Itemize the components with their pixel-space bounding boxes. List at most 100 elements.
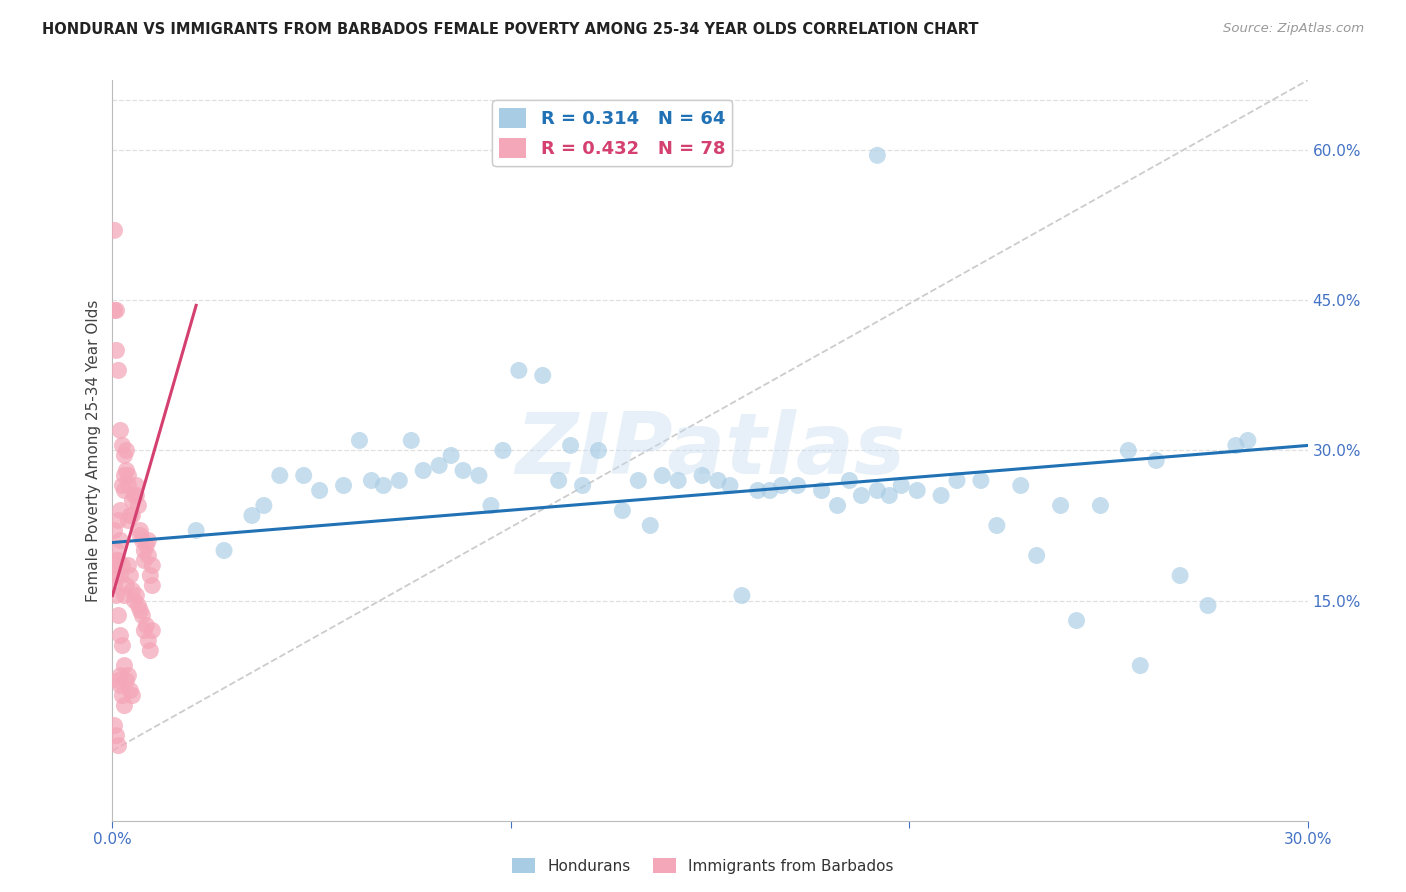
Point bbox=[810, 483, 832, 498]
Point bbox=[120, 508, 142, 523]
Point bbox=[121, 508, 143, 523]
Point bbox=[269, 468, 291, 483]
Point bbox=[707, 474, 730, 488]
Point bbox=[114, 483, 135, 498]
Point bbox=[388, 474, 411, 488]
Legend: Hondurans, Immigrants from Barbados: Hondurans, Immigrants from Barbados bbox=[506, 852, 900, 880]
Point bbox=[332, 478, 354, 492]
Point bbox=[105, 729, 128, 743]
Point bbox=[986, 518, 1008, 533]
Point bbox=[125, 478, 148, 492]
Point bbox=[115, 578, 138, 592]
Point bbox=[718, 478, 741, 492]
Point bbox=[1225, 438, 1247, 452]
Point bbox=[905, 483, 928, 498]
Point bbox=[107, 553, 129, 567]
Point bbox=[124, 488, 146, 502]
Point bbox=[103, 558, 125, 573]
Point bbox=[451, 463, 474, 477]
Point bbox=[851, 488, 873, 502]
Point bbox=[107, 363, 129, 377]
Point bbox=[866, 148, 889, 162]
Point bbox=[110, 568, 132, 582]
Point bbox=[240, 508, 263, 523]
Point bbox=[308, 483, 330, 498]
Point bbox=[612, 503, 634, 517]
Point bbox=[125, 589, 148, 603]
Point bbox=[103, 223, 125, 237]
Point bbox=[111, 689, 134, 703]
Point bbox=[105, 543, 128, 558]
Point bbox=[117, 468, 139, 483]
Point bbox=[946, 474, 969, 488]
Point bbox=[111, 558, 134, 573]
Point bbox=[547, 474, 569, 488]
Point bbox=[141, 558, 163, 573]
Point bbox=[531, 368, 554, 383]
Point bbox=[1129, 658, 1152, 673]
Point bbox=[135, 539, 157, 553]
Point bbox=[114, 658, 135, 673]
Point bbox=[105, 589, 128, 603]
Point bbox=[115, 443, 138, 458]
Point bbox=[349, 434, 371, 448]
Point bbox=[103, 578, 125, 592]
Point bbox=[115, 673, 138, 688]
Point bbox=[560, 438, 582, 452]
Point bbox=[139, 643, 162, 657]
Point bbox=[134, 553, 156, 567]
Point bbox=[138, 633, 160, 648]
Point bbox=[114, 589, 135, 603]
Text: HONDURAN VS IMMIGRANTS FROM BARBADOS FEMALE POVERTY AMONG 25-34 YEAR OLDS CORREL: HONDURAN VS IMMIGRANTS FROM BARBADOS FEM… bbox=[42, 22, 979, 37]
Point bbox=[129, 524, 152, 538]
Point bbox=[838, 474, 860, 488]
Y-axis label: Female Poverty Among 25-34 Year Olds: Female Poverty Among 25-34 Year Olds bbox=[86, 300, 101, 601]
Point bbox=[107, 514, 129, 528]
Point bbox=[1025, 549, 1047, 563]
Point bbox=[1168, 568, 1191, 582]
Point bbox=[111, 478, 134, 492]
Point bbox=[134, 624, 156, 638]
Point bbox=[1049, 499, 1071, 513]
Point bbox=[360, 474, 382, 488]
Point bbox=[138, 533, 160, 548]
Point bbox=[588, 443, 610, 458]
Point bbox=[120, 683, 142, 698]
Point bbox=[117, 668, 139, 682]
Point bbox=[1197, 599, 1219, 613]
Point bbox=[427, 458, 450, 473]
Point bbox=[890, 478, 912, 492]
Legend: R = 0.314   N = 64, R = 0.432   N = 78: R = 0.314 N = 64, R = 0.432 N = 78 bbox=[492, 101, 733, 166]
Point bbox=[103, 718, 125, 732]
Point bbox=[651, 468, 673, 483]
Point bbox=[770, 478, 793, 492]
Point bbox=[1144, 453, 1167, 467]
Point bbox=[1066, 614, 1088, 628]
Point bbox=[124, 593, 146, 607]
Point bbox=[110, 503, 132, 517]
Point bbox=[110, 424, 132, 438]
Point bbox=[508, 363, 530, 377]
Point bbox=[121, 689, 143, 703]
Point bbox=[129, 603, 152, 617]
Point bbox=[105, 343, 128, 358]
Point bbox=[114, 468, 135, 483]
Point bbox=[107, 739, 129, 753]
Point bbox=[125, 488, 148, 502]
Point bbox=[627, 474, 650, 488]
Point bbox=[107, 673, 129, 688]
Point bbox=[117, 514, 139, 528]
Point bbox=[759, 483, 782, 498]
Point bbox=[212, 543, 235, 558]
Point bbox=[127, 599, 149, 613]
Point bbox=[141, 578, 163, 592]
Point bbox=[571, 478, 593, 492]
Point bbox=[114, 449, 135, 463]
Point bbox=[827, 499, 849, 513]
Point bbox=[105, 303, 128, 318]
Point bbox=[690, 468, 713, 483]
Point bbox=[103, 303, 125, 318]
Point bbox=[731, 589, 754, 603]
Point bbox=[107, 608, 129, 623]
Point bbox=[131, 608, 153, 623]
